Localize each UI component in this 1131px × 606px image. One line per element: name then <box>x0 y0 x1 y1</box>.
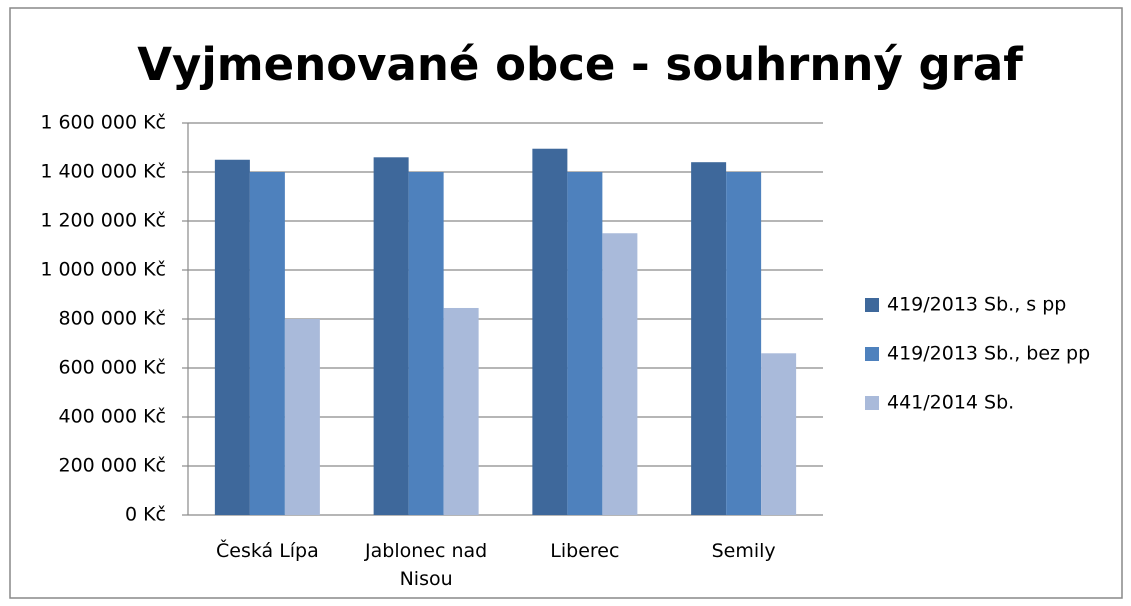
legend-swatch <box>865 396 879 410</box>
bar <box>214 159 250 515</box>
y-tick-label: 600 000 Kč <box>58 357 166 379</box>
bar <box>761 353 797 515</box>
y-tick-label: 1 400 000 Kč <box>40 161 166 183</box>
legend-label: 419/2013 Sb., s pp <box>887 294 1066 316</box>
y-tick-label: 1 200 000 Kč <box>40 210 166 232</box>
chart-title: Vyjmenované obce - souhrnný graf <box>137 38 1023 91</box>
legend-swatch <box>865 347 879 361</box>
legend-swatch <box>865 298 879 312</box>
bar <box>249 172 285 515</box>
x-tick-label: Česká Lípa <box>215 540 319 562</box>
x-tick-label: Liberec <box>550 540 620 562</box>
bar <box>567 172 603 515</box>
bar <box>602 233 638 515</box>
bar <box>284 319 320 515</box>
y-tick-label: 1 000 000 Kč <box>40 259 166 281</box>
bar <box>532 148 568 515</box>
bar <box>443 307 479 515</box>
bar <box>691 162 727 515</box>
y-tick-label: 200 000 Kč <box>58 455 166 477</box>
y-tick-label: 800 000 Kč <box>58 308 166 330</box>
legend-label: 419/2013 Sb., bez pp <box>887 343 1090 365</box>
y-tick-label: 1 600 000 Kč <box>40 112 166 134</box>
x-tick-label: Jablonec nad Nisou <box>365 540 488 590</box>
y-tick-label: 400 000 Kč <box>58 406 166 428</box>
bar <box>408 172 444 515</box>
y-tick-label: 0 Kč <box>125 504 166 526</box>
bar <box>726 172 762 515</box>
bar <box>373 157 409 516</box>
legend-label: 441/2014 Sb. <box>887 392 1014 414</box>
x-tick-label: Semily <box>711 540 776 562</box>
